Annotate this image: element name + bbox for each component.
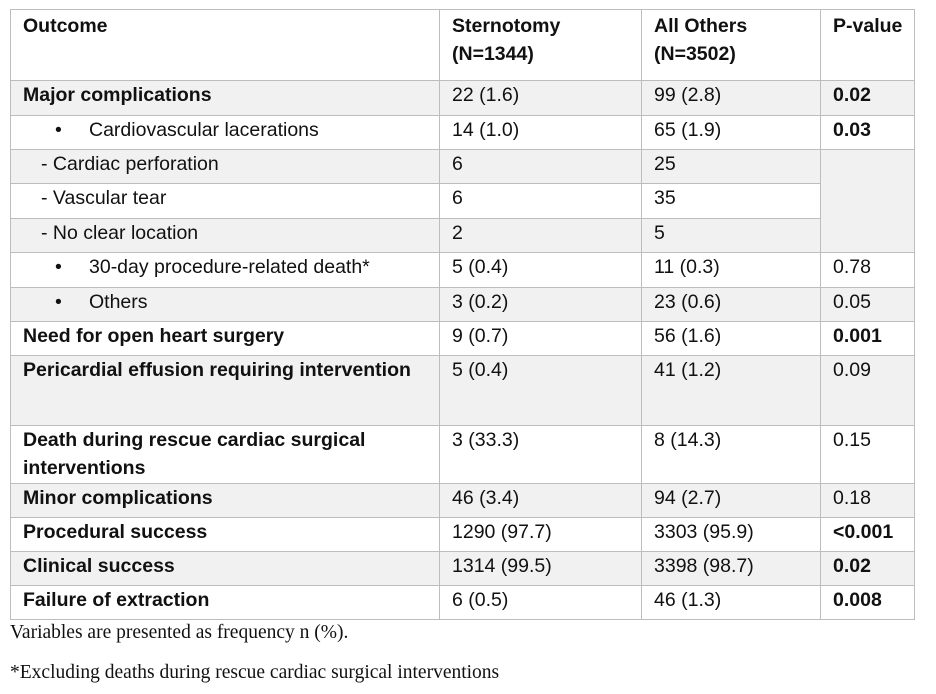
table-row: Procedural success 1290 (97.7) 3303 (95.… [10,517,915,552]
bullet-icon: • [55,256,62,278]
row-sternotomy: 5 (0.4) [439,252,642,288]
row-sternotomy: 3 (0.2) [439,287,642,322]
row-outcome: - Vascular tear [10,183,440,219]
row-p-value: 0.18 [820,483,915,518]
footnote-excluding: *Excluding deaths during rescue cardiac … [10,662,500,683]
row-others: 94 (2.7) [641,483,821,518]
row-others: 65 (1.9) [641,115,821,150]
row-others: 5 [641,218,821,253]
bullet-icon: • [55,291,62,313]
row-p-value: 0.008 [820,585,915,620]
row-others: 25 [641,149,821,184]
row-others: 46 (1.3) [641,585,821,620]
row-others: 23 (0.6) [641,287,821,322]
table-row: • 30-day procedure-related death* 5 (0.4)… [10,252,915,288]
row-p-value [820,149,915,253]
row-p-value: 0.001 [820,321,915,356]
table-row: - Vascular tear 6 35 [10,183,915,219]
header-row: Outcome Sternotomy (N=1344) All Others (… [10,9,915,81]
row-sternotomy: 2 [439,218,642,253]
row-sternotomy: 6 [439,149,642,184]
row-p-value: 0.78 [820,252,915,288]
table-row: • Others 3 (0.2) 23 (0.6) 0.05 [10,287,915,322]
row-outcome: • Others [10,287,440,322]
row-others: 3303 (95.9) [641,517,821,552]
table-row: Clinical success 1314 (99.5) 3398 (98.7)… [10,551,915,586]
header-p-value: P-value [820,9,915,81]
row-outcome: - No clear location [10,218,440,253]
row-outcome: Death during rescue cardiac surgical int… [10,425,440,484]
row-sternotomy: 1314 (99.5) [439,551,642,586]
row-others: 56 (1.6) [641,321,821,356]
header-all-others: All Others (N=3502) [641,9,821,81]
row-others: 11 (0.3) [641,252,821,288]
row-others: 99 (2.8) [641,80,821,116]
row-outcome: Failure of extraction [10,585,440,620]
row-sternotomy: 6 [439,183,642,219]
header-sternotomy: Sternotomy (N=1344) [439,9,642,81]
table-row: Need for open heart surgery 9 (0.7) 56 (… [10,321,915,356]
row-p-value: 0.15 [820,425,915,484]
table-row: Failure of extraction 6 (0.5) 46 (1.3) 0… [10,585,915,620]
row-sternotomy: 14 (1.0) [439,115,642,150]
row-outcome: • Cardiovascular lacerations [10,115,440,150]
row-sternotomy: 9 (0.7) [439,321,642,356]
row-sternotomy: 3 (33.3) [439,425,642,484]
table-row: Pericardial effusion requiring intervent… [10,355,915,426]
row-outcome: Pericardial effusion requiring intervent… [10,355,440,426]
row-sternotomy: 22 (1.6) [439,80,642,116]
row-p-value: 0.05 [820,287,915,322]
row-outcome: - Cardiac perforation [10,149,440,184]
table-row: Major complications 22 (1.6) 99 (2.8) 0.… [10,80,915,116]
row-others: 41 (1.2) [641,355,821,426]
header-outcome: Outcome [10,9,440,81]
row-outcome: Need for open heart surgery [10,321,440,356]
row-outcome: • 30-day procedure-related death* [10,252,440,288]
row-p-value: 0.02 [820,551,915,586]
bullet-icon: • [55,119,62,141]
row-outcome: Clinical success [10,551,440,586]
table-row: - No clear location 2 5 [10,218,915,253]
row-outcome: Procedural success [10,517,440,552]
row-p-value: <0.001 [820,517,915,552]
row-others: 35 [641,183,821,219]
row-sternotomy: 5 (0.4) [439,355,642,426]
table-row: Minor complications 46 (3.4) 94 (2.7) 0.… [10,483,915,518]
row-p-value: 0.03 [820,115,915,150]
row-sternotomy: 6 (0.5) [439,585,642,620]
table-row: - Cardiac perforation 6 25 [10,149,915,253]
row-others: 8 (14.3) [641,425,821,484]
row-sternotomy: 46 (3.4) [439,483,642,518]
outcomes-table: Outcome Sternotomy (N=1344) All Others (… [10,9,915,620]
table-row: • Cardiovascular lacerations 14 (1.0) 65 … [10,115,915,150]
table-row: Death during rescue cardiac surgical int… [10,425,915,484]
row-others: 3398 (98.7) [641,551,821,586]
row-p-value: 0.02 [820,80,915,116]
row-outcome: Major complications [10,80,440,116]
row-p-value: 0.09 [820,355,915,426]
footnote-variables: Variables are presented as frequency n (… [10,622,349,643]
row-sternotomy: 1290 (97.7) [439,517,642,552]
row-outcome: Minor complications [10,483,440,518]
